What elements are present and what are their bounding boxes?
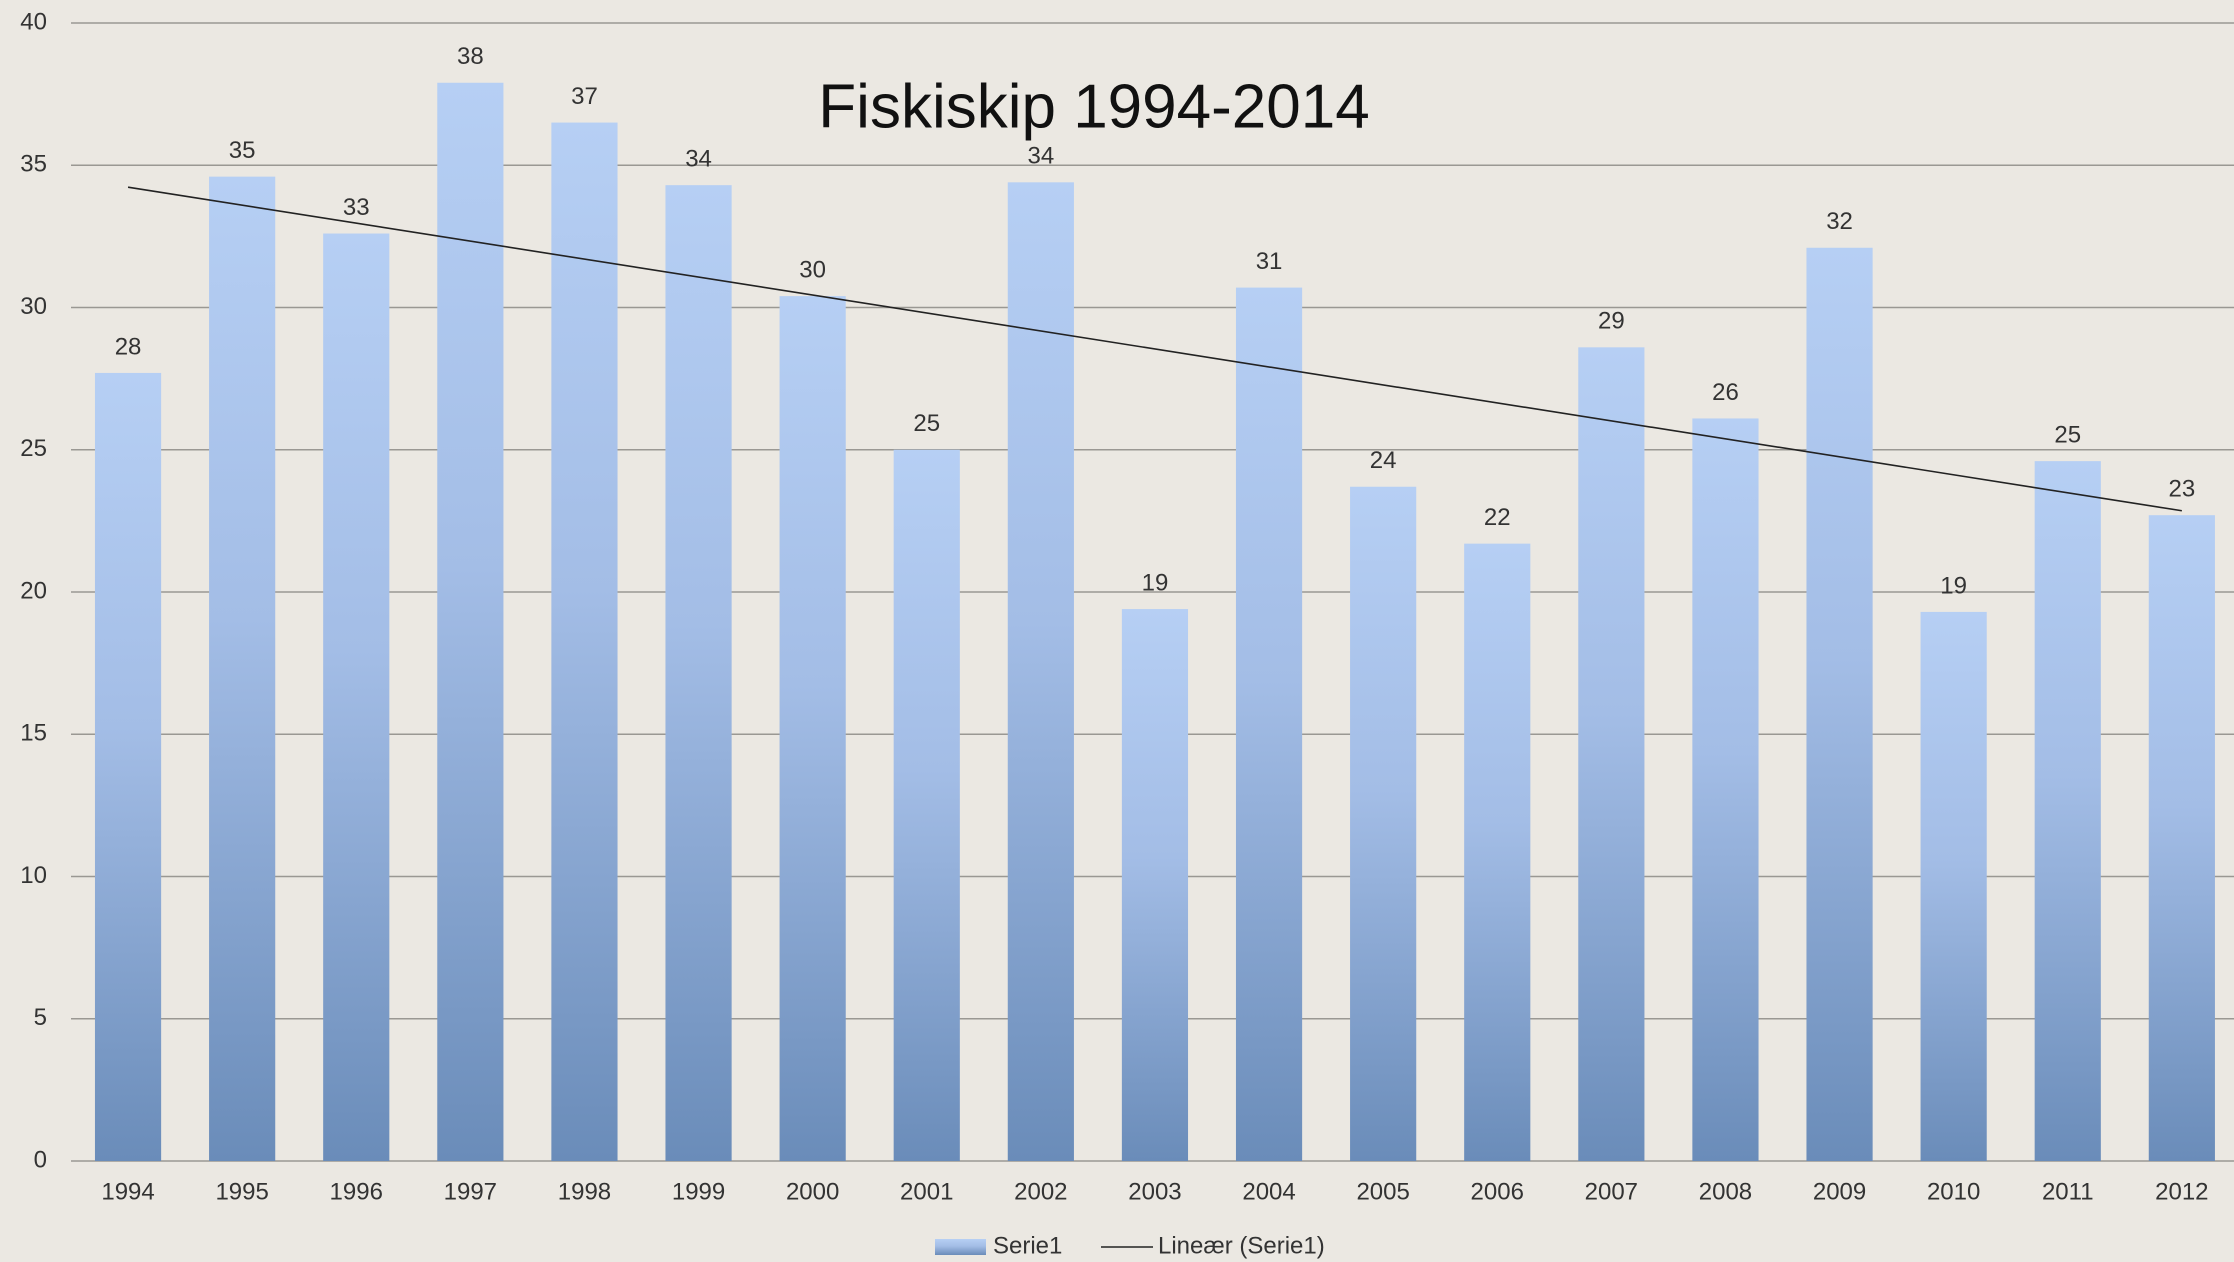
bar	[665, 185, 732, 1162]
y-tick-label: 40	[20, 8, 47, 35]
bar	[893, 449, 960, 1161]
data-label: 24	[1370, 447, 1397, 474]
x-tick-label: 2007	[1585, 1178, 1638, 1205]
x-tick-label: 2012	[2155, 1178, 2208, 1205]
bar	[1464, 543, 1531, 1161]
data-label: 26	[1712, 379, 1739, 406]
bars	[94, 82, 2215, 1162]
labels: 0 5 10 15 20 25 30 35 40 1994 28 1995 35 1996 33 1997 38…	[20, 8, 2208, 1205]
x-tick-label: 2006	[1471, 1178, 1524, 1205]
data-label: 29	[1598, 308, 1625, 335]
x-tick-label: 2001	[900, 1178, 953, 1205]
bar	[94, 372, 162, 1161]
bar	[1692, 418, 1759, 1162]
y-tick-label: 35	[20, 151, 47, 178]
data-label: 33	[343, 194, 370, 221]
data-label: 22	[1484, 504, 1511, 531]
bar	[1350, 486, 1417, 1161]
bar	[551, 122, 618, 1162]
data-label: 32	[1826, 208, 1853, 235]
bar	[1806, 247, 1873, 1161]
x-tick-label: 1994	[101, 1178, 154, 1205]
bar	[437, 82, 504, 1162]
data-label: 19	[1940, 572, 1967, 599]
data-label: 35	[229, 137, 256, 164]
bar	[323, 233, 390, 1161]
x-tick-label: 1995	[215, 1178, 268, 1205]
data-label: 34	[685, 146, 712, 173]
x-tick-label: 2003	[1128, 1178, 1181, 1205]
bar	[1235, 287, 1303, 1162]
data-label: 34	[1027, 143, 1054, 170]
x-tick-label: 2009	[1813, 1178, 1866, 1205]
legend-label: Lineær (Serie1)	[1158, 1232, 1325, 1259]
bar	[1578, 347, 1645, 1162]
grid	[71, 22, 2234, 1162]
y-tick-label: 15	[20, 720, 47, 747]
legend-label: Serie1	[993, 1232, 1062, 1259]
y-tick-label: 20	[20, 577, 47, 604]
y-tick-label: 0	[34, 1146, 47, 1173]
data-label: 28	[115, 333, 142, 360]
data-label: 19	[1142, 569, 1169, 596]
x-tick-label: 1998	[558, 1178, 611, 1205]
data-label: 25	[913, 410, 940, 437]
x-tick-label: 2004	[1242, 1178, 1295, 1205]
bar	[2148, 515, 2215, 1161]
x-tick-label: 2010	[1927, 1178, 1980, 1205]
y-tick-label: 25	[20, 435, 47, 462]
bar	[1920, 611, 1987, 1161]
legend-swatch	[935, 1239, 986, 1255]
x-tick-label: 2002	[1014, 1178, 1067, 1205]
bar	[1007, 182, 1074, 1161]
bar	[1121, 609, 1189, 1161]
data-label: 25	[2054, 421, 2081, 448]
bar	[779, 296, 846, 1161]
x-tick-label: 2005	[1356, 1178, 1409, 1205]
data-label: 37	[571, 83, 598, 110]
y-tick-label: 10	[20, 862, 47, 889]
bar	[2034, 461, 2101, 1161]
y-tick-label: 5	[34, 1004, 47, 1031]
x-tick-label: 1997	[444, 1178, 497, 1205]
bar	[209, 176, 276, 1161]
x-tick-label: 2008	[1699, 1178, 1752, 1205]
x-tick-label: 2011	[2042, 1178, 2094, 1205]
y-tick-label: 30	[20, 293, 47, 320]
data-label: 23	[2168, 476, 2195, 503]
x-tick-label: 1996	[330, 1178, 383, 1205]
x-tick-label: 2000	[786, 1178, 839, 1205]
data-label: 31	[1256, 248, 1283, 275]
chart-title: Fiskiskip 1994-2014	[818, 72, 1369, 141]
data-label: 30	[799, 256, 826, 283]
trendline	[127, 186, 2182, 512]
data-label: 38	[457, 43, 484, 70]
x-tick-label: 1999	[672, 1178, 725, 1205]
